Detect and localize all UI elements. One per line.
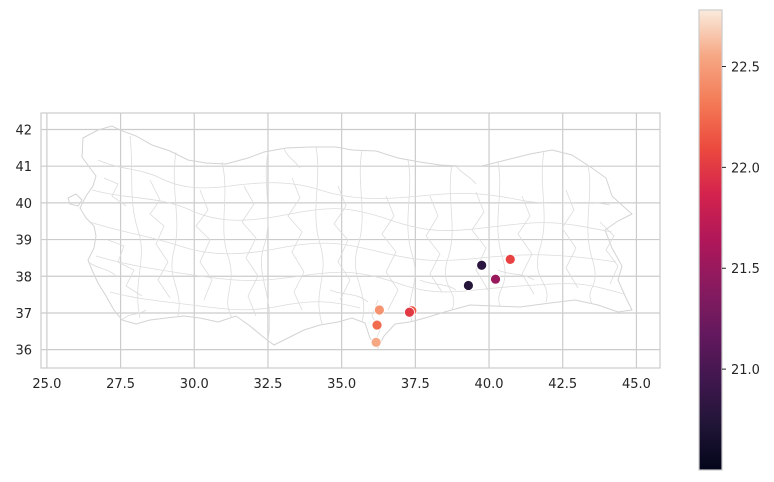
y-tick-label: 36 [15,344,32,359]
data-point [404,306,415,318]
x-axis-ticks: 25.0 27.5 30.0 32.5 35.0 37.5 40.0 42.5 45.0 [32,377,650,392]
y-axis-ticks: 36 37 38 39 40 41 42 [15,124,32,359]
thrace-outline [67,193,83,207]
colorbar-tick-label: 22.0 [731,161,760,176]
colorbar-tick-label: 21.0 [731,363,760,378]
plot-background [41,113,660,368]
colorbar-ticks: 21.0 21.5 22.0 22.5 [722,60,760,378]
y-tick-label: 37 [15,307,32,322]
data-point [370,336,382,348]
colorbar-tick-label: 22.5 [731,60,760,75]
y-tick-label: 41 [15,160,32,175]
y-tick-label: 42 [15,124,32,139]
data-point [490,273,501,285]
data-point [504,253,516,265]
y-tick-label: 40 [15,197,32,212]
data-point [371,319,383,331]
y-tick-label: 39 [15,234,32,249]
data-point [476,259,488,271]
y-tick-label: 38 [15,270,32,285]
data-point [463,280,474,291]
plot-area [40,112,661,369]
data-points [370,253,516,348]
colorbar-tick-label: 21.5 [731,262,760,277]
x-tick-label: 25.0 [32,377,61,392]
x-tick-label: 32.5 [253,377,282,392]
x-tick-label: 27.5 [106,377,135,392]
x-tick-label: 37.5 [401,377,430,392]
x-tick-label: 40.0 [475,377,504,392]
colorbar: 21.0 21.5 22.0 22.5 [698,9,760,471]
colorbar-gradient [698,9,723,471]
plot-frame [40,112,661,369]
x-tick-label: 45.0 [622,377,651,392]
district-boundaries [87,135,625,345]
x-tick-label: 30.0 [180,377,209,392]
x-tick-label: 35.0 [327,377,356,392]
x-tick-label: 42.5 [548,377,577,392]
basemap [67,125,633,349]
country-outline [79,125,633,349]
data-point [373,304,385,316]
